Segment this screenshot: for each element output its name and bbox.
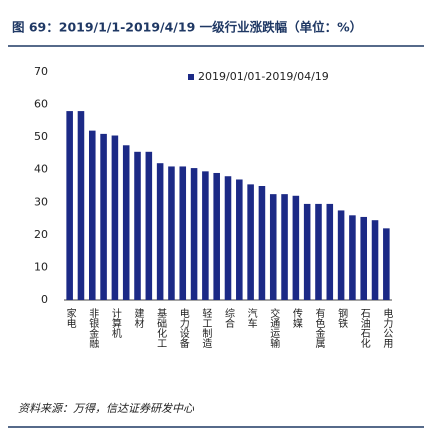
x-tick-label: 电力公用: [381, 307, 393, 349]
legend-swatch: [188, 74, 194, 80]
y-tick-label: 50: [34, 130, 48, 143]
bar: [77, 111, 85, 300]
legend-label: 2019/01/01-2019/04/19: [198, 70, 329, 83]
bar: [134, 151, 141, 300]
bar: [202, 171, 209, 300]
x-tick-label: 家电: [64, 307, 76, 328]
x-tick-label: 交通运输: [268, 307, 280, 349]
y-tick-label: 40: [34, 163, 48, 176]
bar: [145, 151, 153, 300]
chart-title: 图 69：2019/1/1-2019/4/19 一级行业涨跌幅（单位：%）: [12, 20, 362, 35]
bar: [156, 163, 164, 300]
bar: [360, 216, 368, 300]
x-tick-label: 有色金属: [313, 307, 325, 349]
bar: [281, 194, 288, 300]
bar: [66, 111, 73, 300]
x-tick-label: 计算机: [109, 307, 121, 339]
y-tick-label: 60: [34, 98, 48, 111]
bar: [383, 228, 390, 300]
x-tick-label: 建材: [132, 307, 144, 328]
bar: [122, 145, 130, 300]
x-tick-label: 石油石化: [358, 308, 370, 348]
x-tick-label: 传媒: [290, 308, 302, 329]
x-tick-label: 综合: [223, 307, 235, 329]
bar: [168, 166, 175, 300]
bar: [88, 130, 96, 300]
bar: [190, 168, 198, 300]
bar: [269, 194, 277, 300]
bar: [337, 210, 345, 300]
bar: [326, 203, 334, 300]
bar: [224, 176, 232, 300]
bar: [303, 203, 311, 300]
bar: [236, 179, 243, 300]
y-tick-label: 0: [41, 293, 48, 306]
bar: [247, 184, 254, 300]
bar: [213, 172, 220, 300]
x-tick-label: 电力设备: [177, 307, 189, 349]
bar: [179, 166, 187, 300]
y-tick-label: 70: [34, 65, 48, 78]
x-tick-label: 汽车: [245, 307, 257, 329]
y-tick-label: 20: [34, 228, 48, 241]
bar: [371, 220, 379, 300]
y-tick-label: 10: [34, 260, 48, 273]
bar: [258, 186, 266, 300]
bar: [100, 133, 107, 300]
source-note: 资料来源：万得，信达证券研发中心: [18, 402, 195, 415]
bar: [349, 215, 356, 300]
x-tick-label: 非银金融: [87, 308, 99, 349]
x-tick-label: 轻工制造: [200, 307, 212, 348]
bar: [111, 135, 119, 300]
bar: [315, 203, 322, 300]
x-tick-label: 基础化工: [155, 307, 167, 348]
bar: [292, 195, 300, 300]
x-tick-label: 钢铁: [336, 307, 348, 329]
y-tick-label: 30: [34, 195, 48, 208]
